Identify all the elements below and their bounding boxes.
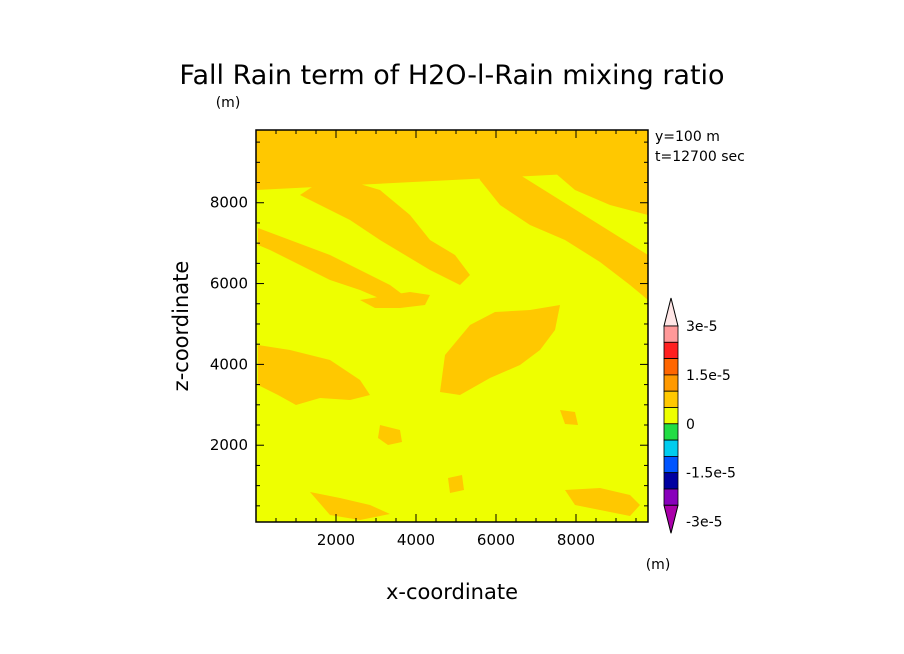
contour-field [256, 130, 648, 522]
x-tick-label: 2000 [317, 531, 355, 549]
colorbar-segment [663, 472, 679, 490]
contour-region [448, 475, 464, 493]
colorbar-segment [663, 358, 679, 376]
colorbar-segment [663, 488, 679, 506]
title-unit: (m) [216, 95, 241, 111]
colorbar-segment [663, 325, 679, 343]
contour-region [256, 130, 648, 190]
contour-region [560, 410, 578, 425]
colorbar-segment [663, 423, 679, 441]
contour-region [470, 150, 648, 300]
x-tick-label: 4000 [397, 531, 435, 549]
colorbar-extend-top [663, 297, 679, 327]
colorbar-tick-label: -3e-5 [686, 515, 723, 531]
colorbar-segment [663, 390, 679, 408]
contour-region [565, 488, 640, 516]
colorbar-tick-label: 1.5e-5 [686, 368, 731, 384]
colorbar-extend-bottom [663, 504, 679, 534]
contour-region [310, 492, 390, 520]
x-axis-label: x-coordinate [386, 580, 518, 604]
colorbar-tick-label: -1.5e-5 [686, 466, 736, 482]
chart-title: Fall Rain term of H2O-l-Rain mixing rati… [179, 60, 724, 91]
contour-region [258, 345, 370, 405]
colorbar-tick-label: 0 [686, 417, 695, 433]
colorbar-segment [663, 374, 679, 392]
y-tick-label: 6000 [210, 275, 248, 293]
colorbar-segment [663, 341, 679, 359]
annotation-y: y=100 m [655, 129, 720, 145]
annotation-t: t=12700 sec [655, 149, 745, 165]
colorbar: 3e-5 1.5e-5 0 -1.5e-5 -3e-5 [663, 297, 736, 534]
colorbar-segment [663, 439, 679, 457]
contour-region [440, 305, 560, 395]
contour-region [258, 228, 410, 305]
y-axis-label: z-coordinate [169, 261, 193, 392]
plot-frame [255, 129, 649, 523]
contour-region [378, 425, 402, 445]
colorbar-segment [663, 455, 679, 474]
colorbar-unit: (m) [646, 557, 671, 573]
x-tick-label: 6000 [477, 531, 515, 549]
contour-region [300, 175, 470, 285]
colorbar-tick-label: 3e-5 [686, 319, 717, 335]
y-tick-label: 8000 [210, 194, 248, 212]
contour-region [360, 292, 430, 308]
x-tick-label: 8000 [557, 531, 595, 549]
axis-ticks: 2000 4000 6000 8000 2000 4000 6000 8000 [210, 130, 648, 549]
y-tick-label: 2000 [210, 436, 248, 454]
y-tick-label: 4000 [210, 355, 248, 373]
colorbar-segment [663, 407, 679, 425]
